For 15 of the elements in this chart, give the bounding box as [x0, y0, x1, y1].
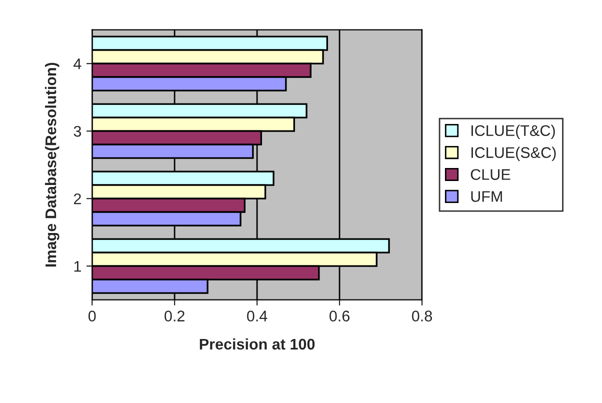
legend-label: ICLUE(S&C) — [472, 146, 556, 161]
y-tick-label: 4 — [74, 58, 82, 70]
x-tick-label: 0 — [88, 310, 96, 322]
x-axis-title: Precision at 100 — [200, 338, 315, 350]
y-tick-label: 1 — [74, 261, 81, 272]
x-tick-label: 0.6 — [330, 310, 350, 322]
legend-label: UFM — [471, 191, 502, 202]
legend-label: CLUE — [470, 169, 510, 180]
x-tick-label: 0.2 — [164, 310, 184, 322]
y-tick-label: 3 — [74, 126, 82, 137]
y-axis-title: Image Database(Resolution) — [44, 62, 60, 267]
y-tick-label: 2 — [74, 193, 81, 204]
legend-label: ICLUE(T&C) — [472, 124, 555, 140]
x-tick-label: 0.8 — [412, 310, 432, 322]
x-tick-label: 0.4 — [247, 310, 268, 322]
